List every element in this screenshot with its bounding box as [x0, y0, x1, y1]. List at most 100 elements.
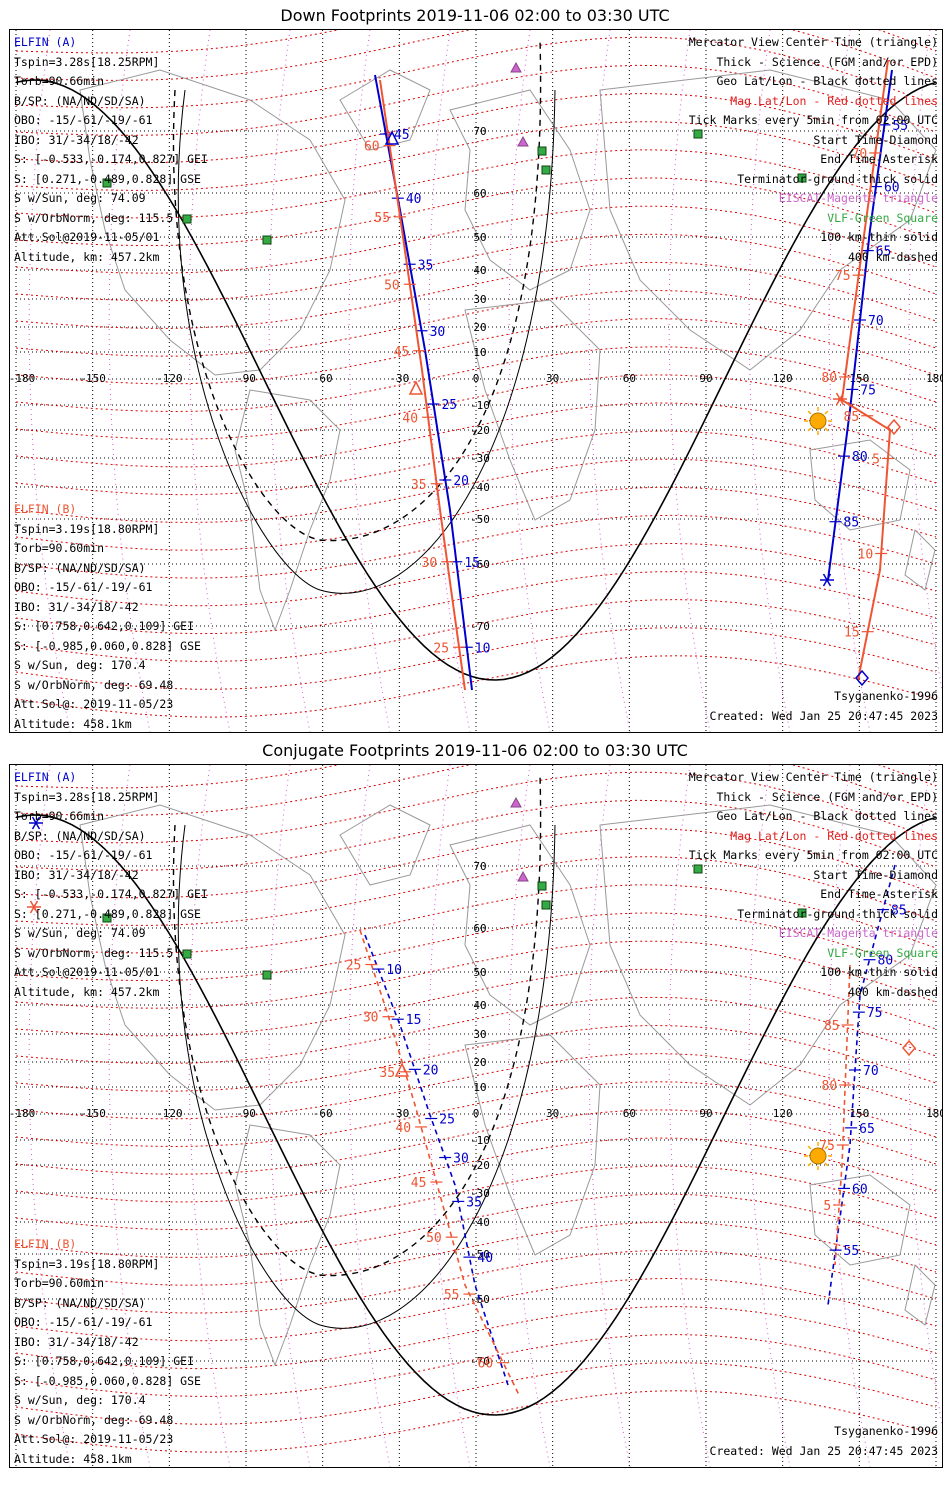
- track-tick-label: 50: [426, 1231, 442, 1246]
- lat-tick-label: 60: [473, 187, 486, 200]
- sc-info-a-conj: ELFIN (A) Tspin=3.28s[18.25RPM] Torb=90.6…: [14, 768, 208, 1002]
- sc-param-line: IBO: 31/-34/18/-42: [14, 867, 139, 882]
- eiscat-triangle: [510, 61, 522, 73]
- sun-ray: [824, 1162, 829, 1167]
- mag-lon-line: [108, 30, 151, 732]
- legend-entry: Mercator View Center Time (triangle): [688, 35, 938, 49]
- lat-tick-label: -20: [470, 1159, 490, 1172]
- track-tick-label: 85: [844, 516, 860, 531]
- center-triangle-b: [394, 1062, 410, 1077]
- lon-tick-label: 60: [623, 372, 636, 385]
- lon-tick-label: -150: [79, 1107, 106, 1120]
- mag-lon-line: [28, 765, 71, 1467]
- legend-entry: Tick Marks every 5min from 02:00 UTC: [688, 848, 938, 862]
- track-tick-label: 30: [363, 1011, 379, 1026]
- track-tick-label: 85: [891, 904, 907, 919]
- sun-ray: [824, 410, 829, 415]
- vlf-square: [541, 900, 551, 910]
- sc-param-line: Torb=90.66min: [14, 809, 105, 823]
- legend-entry: Mercator View Center Time (triangle): [688, 770, 938, 784]
- track-tick-label: 35: [466, 1195, 482, 1210]
- sc-info-b-conj: ELFIN (B) Tspin=3.19s[18.80RPM] Torb=90.6…: [14, 1235, 201, 1467]
- track-tick-label: 35: [411, 478, 427, 493]
- track-tick-label: 30: [422, 556, 438, 571]
- sc-param-line: Altitude: 458.1km: [14, 1451, 132, 1466]
- track-tick-label: 40: [395, 1121, 411, 1136]
- mag-lon-line: [348, 30, 391, 732]
- mag-lon-line: [908, 30, 942, 693]
- lon-tick-label: -60: [313, 372, 333, 385]
- sc-param-line: S w/OrbNorm, deg: 69.48: [14, 1412, 174, 1427]
- track-tick-label: 40: [406, 192, 422, 207]
- mag-lon-line: [348, 765, 391, 1467]
- sc-param-line: Torb=90.66min: [14, 74, 105, 88]
- sc-param-line: Tspin=3.19s[18.80RPM]: [14, 1256, 160, 1271]
- sun-ray: [824, 1145, 829, 1150]
- track-tick-label: 35: [418, 258, 434, 273]
- lon-tick-label: -30: [389, 372, 409, 385]
- sc-param-line: Tspin=3.28s[18.25RPM]: [14, 789, 160, 804]
- lat-tick-label: -10: [470, 1134, 490, 1147]
- lon-tick-label: -90: [236, 372, 256, 385]
- lon-tick-label: 0: [473, 372, 480, 385]
- sc-param-line: Torb=90.60min: [14, 1276, 105, 1290]
- start-diamond: [902, 1039, 916, 1057]
- track-tick-label: 20: [453, 474, 469, 489]
- track-tick-label: 30: [453, 1152, 469, 1167]
- track-tick-label: 70: [852, 147, 868, 162]
- legend-entry: Geo Lat/Lon - Black dotted lines: [716, 809, 938, 823]
- sun-ray: [807, 410, 812, 415]
- vlf-square: [693, 129, 703, 139]
- lat-tick-label: -60: [470, 1293, 490, 1306]
- panel-title-conjugate: Conjugate Footprints 2019-11-06 02:00 to…: [262, 741, 688, 760]
- coastline: [234, 1124, 341, 1367]
- lat-tick-label: 30: [473, 293, 486, 306]
- mag-lon-line: [268, 765, 311, 1467]
- mag-lon-line: [428, 765, 471, 1467]
- mag-lon-line: [188, 765, 231, 1467]
- sc-param-line: B/SP: (NA/ND/SD/SA): [14, 560, 146, 575]
- track-tick-label: 75: [860, 383, 876, 398]
- mag-lon-line: [588, 765, 631, 1467]
- legend-entry: Mag Lat/Lon - Red dotted lines: [730, 828, 938, 843]
- lon-tick-label: -30: [389, 1107, 409, 1120]
- sc-param-line: Altitude, km: 457.2km: [14, 249, 160, 264]
- lon-tick-label: 120: [773, 1107, 793, 1120]
- coastline: [809, 1174, 911, 1266]
- sc-param-line: S w/Sun, deg: 170.4: [14, 658, 146, 672]
- sc-param-line: IBO: 31/-34/18/-42: [14, 1334, 139, 1349]
- lat-tick-label: 70: [473, 860, 486, 873]
- sc-param-line: S: [0.758,0.642,0.109] GEI: [14, 1354, 195, 1368]
- lon-tick-label: -150: [79, 372, 106, 385]
- legend-entry: Thick - Science (FGM and/or EPD): [716, 54, 938, 69]
- lat-tick-label: -10: [470, 399, 490, 412]
- terminator-line: [15, 79, 937, 681]
- vlf-square: [693, 864, 703, 874]
- lon-tick-label: 60: [623, 1107, 636, 1120]
- sc-info-b-down: ELFIN (B) Tspin=3.19s[18.80RPM] Torb=90.6…: [14, 500, 201, 732]
- legend-conj: Mercator View Center Time (triangle) Thic…: [689, 768, 938, 1002]
- lat-tick-label: 20: [473, 1056, 486, 1069]
- legend-entry: End Time-Asterisk: [820, 887, 938, 901]
- lat-tick-label: 40: [473, 264, 486, 277]
- lon-tick-label: 90: [699, 1107, 712, 1120]
- lat-tick-label: 10: [473, 346, 486, 359]
- mag-lon-line: [508, 30, 551, 732]
- sc-param-line: S w/OrbNorm, deg: 69.48: [14, 677, 174, 692]
- contour-100km: [177, 824, 556, 1329]
- track-tick-label: 45: [394, 128, 410, 143]
- map-canvas-conjugate: -180 -150 -120 -90 -60 -30 0 30 60 90 120 150 180 70 6…: [10, 765, 942, 1467]
- vlf-square: [541, 165, 551, 175]
- track-tick-label: 30: [430, 325, 446, 340]
- sc-b-name: ELFIN (B): [14, 502, 77, 516]
- down-footprints-map: -180-150-120-90-60-300306090120150180706…: [9, 29, 943, 733]
- track-tick-label: 10: [858, 548, 874, 563]
- mag-lon-line: [668, 30, 711, 732]
- mag-lon-line: [588, 30, 631, 732]
- sun-ray: [807, 1162, 812, 1167]
- sc-param-line: S w/OrbNorm, deg: 115.5: [14, 210, 174, 225]
- sc-param-line: Altitude, km: 457.2km: [14, 984, 160, 999]
- track-tick-label: 25: [433, 641, 449, 656]
- track-tick-label: 25: [441, 398, 457, 413]
- created-down: Created: Wed Jan 25 20:47:45 2023: [709, 709, 938, 723]
